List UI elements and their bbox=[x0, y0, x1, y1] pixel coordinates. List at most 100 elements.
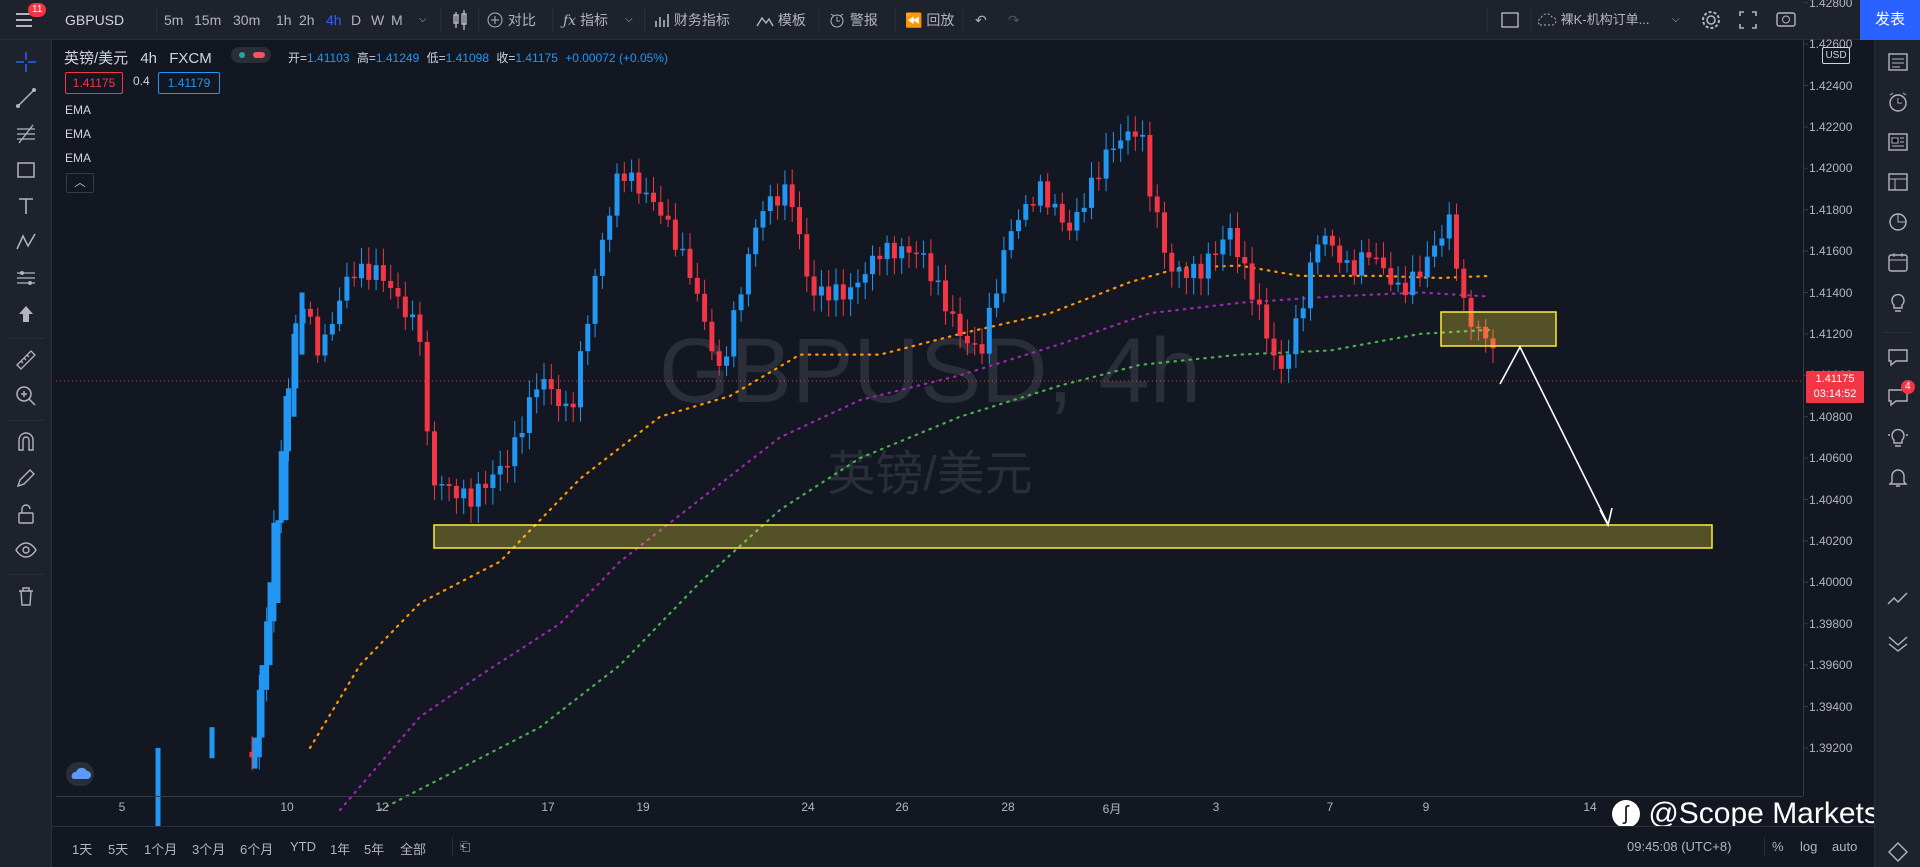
ruler-icon[interactable] bbox=[14, 348, 38, 372]
rectangle-icon[interactable] bbox=[14, 158, 38, 182]
text-icon[interactable] bbox=[14, 194, 38, 218]
candle-body bbox=[259, 665, 265, 738]
price-axis[interactable] bbox=[1803, 40, 1874, 796]
fullscreen-icon[interactable] bbox=[1737, 0, 1761, 40]
data-window-icon[interactable] bbox=[1886, 170, 1910, 194]
divider bbox=[818, 8, 819, 32]
support-zone[interactable] bbox=[433, 524, 1713, 549]
candle-body bbox=[264, 621, 270, 690]
chevron-down-icon[interactable]: ⌵ bbox=[1672, 14, 1680, 25]
expand-icon[interactable] bbox=[1886, 840, 1910, 864]
divider bbox=[478, 8, 479, 32]
interval-5m[interactable]: 5m bbox=[164, 12, 184, 28]
candle-body bbox=[651, 192, 656, 203]
news-icon[interactable] bbox=[1886, 130, 1910, 154]
fib-icon[interactable] bbox=[14, 122, 38, 146]
indicator-ema-3[interactable]: EMA bbox=[65, 151, 92, 165]
interval-W[interactable]: W bbox=[371, 12, 385, 28]
market-status-toggle[interactable] bbox=[231, 47, 271, 63]
templates-button[interactable]: 模板 bbox=[756, 0, 806, 40]
arrow-up-icon[interactable] bbox=[14, 302, 38, 326]
auto-toggle[interactable]: auto bbox=[1832, 839, 1858, 854]
price-label: 1.39600 bbox=[1809, 658, 1853, 673]
hotlist-icon[interactable] bbox=[1886, 630, 1910, 654]
candle-body bbox=[1373, 257, 1379, 260]
indicator-ema-2[interactable]: EMA bbox=[65, 127, 92, 141]
candle-body bbox=[1337, 245, 1343, 263]
bid-price-box[interactable]: 1.41175 bbox=[65, 72, 123, 94]
compare-button[interactable]: 对比 bbox=[486, 0, 536, 40]
redo-icon[interactable]: ↷ bbox=[1008, 12, 1020, 28]
candle-body bbox=[840, 284, 846, 300]
publish-button[interactable]: 发表 bbox=[1860, 0, 1920, 40]
interval-D[interactable]: D bbox=[351, 12, 362, 28]
alarm-clock-icon[interactable] bbox=[1886, 90, 1910, 114]
fullscreen-select-icon[interactable] bbox=[1500, 0, 1520, 40]
pie-chart-icon[interactable] bbox=[1886, 210, 1910, 234]
symbol-search[interactable]: GBPUSD bbox=[65, 12, 125, 28]
eye-icon[interactable] bbox=[14, 538, 38, 562]
undo-icon[interactable]: ↶ bbox=[975, 12, 987, 28]
ask-price-box[interactable]: 1.41179 bbox=[158, 72, 220, 94]
candle-body bbox=[563, 403, 569, 407]
interval-1h[interactable]: 1h bbox=[276, 12, 292, 28]
candle-body bbox=[1067, 222, 1073, 231]
collapse-legend-button[interactable]: ︿ bbox=[66, 173, 94, 193]
trash-icon[interactable] bbox=[14, 584, 38, 608]
camera-icon[interactable] bbox=[1775, 0, 1799, 40]
indicators-button[interactable]: ƒx 指标 bbox=[563, 0, 608, 40]
candle-body bbox=[1016, 219, 1021, 232]
interval-M[interactable]: M bbox=[391, 12, 403, 28]
range-5[interactable]: YTD bbox=[290, 839, 316, 854]
replay-button[interactable]: ⏪ 回放 bbox=[905, 0, 954, 40]
projection-arrow[interactable] bbox=[1499, 345, 1609, 525]
interval-30m[interactable]: 30m bbox=[233, 12, 261, 28]
chat-icon[interactable] bbox=[1886, 345, 1910, 369]
range-8[interactable]: 全部 bbox=[400, 842, 427, 857]
calendar-icon[interactable] bbox=[1886, 250, 1910, 274]
pattern-icon[interactable] bbox=[14, 230, 38, 254]
magnet-icon[interactable] bbox=[14, 430, 38, 454]
interval-15m[interactable]: 15m bbox=[194, 12, 222, 28]
zoom-in-icon[interactable] bbox=[14, 384, 38, 408]
range-6[interactable]: 1年 bbox=[330, 842, 351, 857]
watchlist-icon[interactable] bbox=[1886, 50, 1910, 74]
prediction-icon[interactable] bbox=[14, 266, 38, 290]
cloud-logo-icon[interactable] bbox=[66, 762, 94, 786]
lock-icon[interactable] bbox=[14, 502, 38, 526]
gear-icon[interactable] bbox=[1700, 0, 1724, 40]
range-0[interactable]: 1天 bbox=[72, 842, 93, 857]
resistance-zone[interactable] bbox=[1440, 311, 1557, 347]
ideas-icon[interactable] bbox=[1886, 425, 1910, 449]
chart-type-icon[interactable] bbox=[450, 0, 470, 40]
range-2[interactable]: 1个月 bbox=[144, 842, 178, 857]
goto-date-icon[interactable]: ⎗ bbox=[460, 839, 471, 854]
compare-label: 对比 bbox=[507, 12, 536, 28]
indicator-ema-1[interactable]: EMA bbox=[65, 103, 92, 117]
percent-toggle[interactable]: % bbox=[1772, 839, 1784, 854]
layout-selector[interactable]: 裸K-机构订单... bbox=[1535, 0, 1685, 40]
legend-symbol[interactable]: 英镑/美元 bbox=[64, 50, 129, 67]
range-3[interactable]: 3个月 bbox=[192, 842, 226, 857]
chevron-down-icon[interactable]: ⌵ bbox=[419, 14, 427, 25]
trend-icon[interactable] bbox=[1886, 588, 1910, 612]
bell-icon[interactable] bbox=[1886, 465, 1910, 489]
lightbulb-icon[interactable] bbox=[1886, 290, 1910, 314]
pencil-lock-icon[interactable] bbox=[14, 466, 38, 490]
trend-line-icon[interactable] bbox=[14, 86, 38, 110]
interval-2h[interactable]: 2h bbox=[299, 12, 315, 28]
alert-button[interactable]: 警报 bbox=[828, 0, 878, 40]
range-1[interactable]: 5天 bbox=[108, 842, 129, 857]
chevron-down-icon[interactable]: ⌵ bbox=[625, 14, 633, 25]
candle-body bbox=[921, 253, 927, 255]
clock-time[interactable]: 09:45:08 (UTC+8) bbox=[1627, 839, 1732, 854]
interval-4h[interactable]: 4h bbox=[326, 12, 342, 28]
financials-button[interactable]: 财务指标 bbox=[654, 0, 730, 40]
currency-label[interactable]: USD bbox=[1822, 47, 1850, 64]
log-toggle[interactable]: log bbox=[1800, 839, 1818, 854]
range-4[interactable]: 6个月 bbox=[240, 842, 274, 857]
crosshair-icon[interactable] bbox=[14, 50, 38, 74]
candle-body bbox=[1074, 211, 1080, 231]
range-7[interactable]: 5年 bbox=[364, 842, 385, 857]
